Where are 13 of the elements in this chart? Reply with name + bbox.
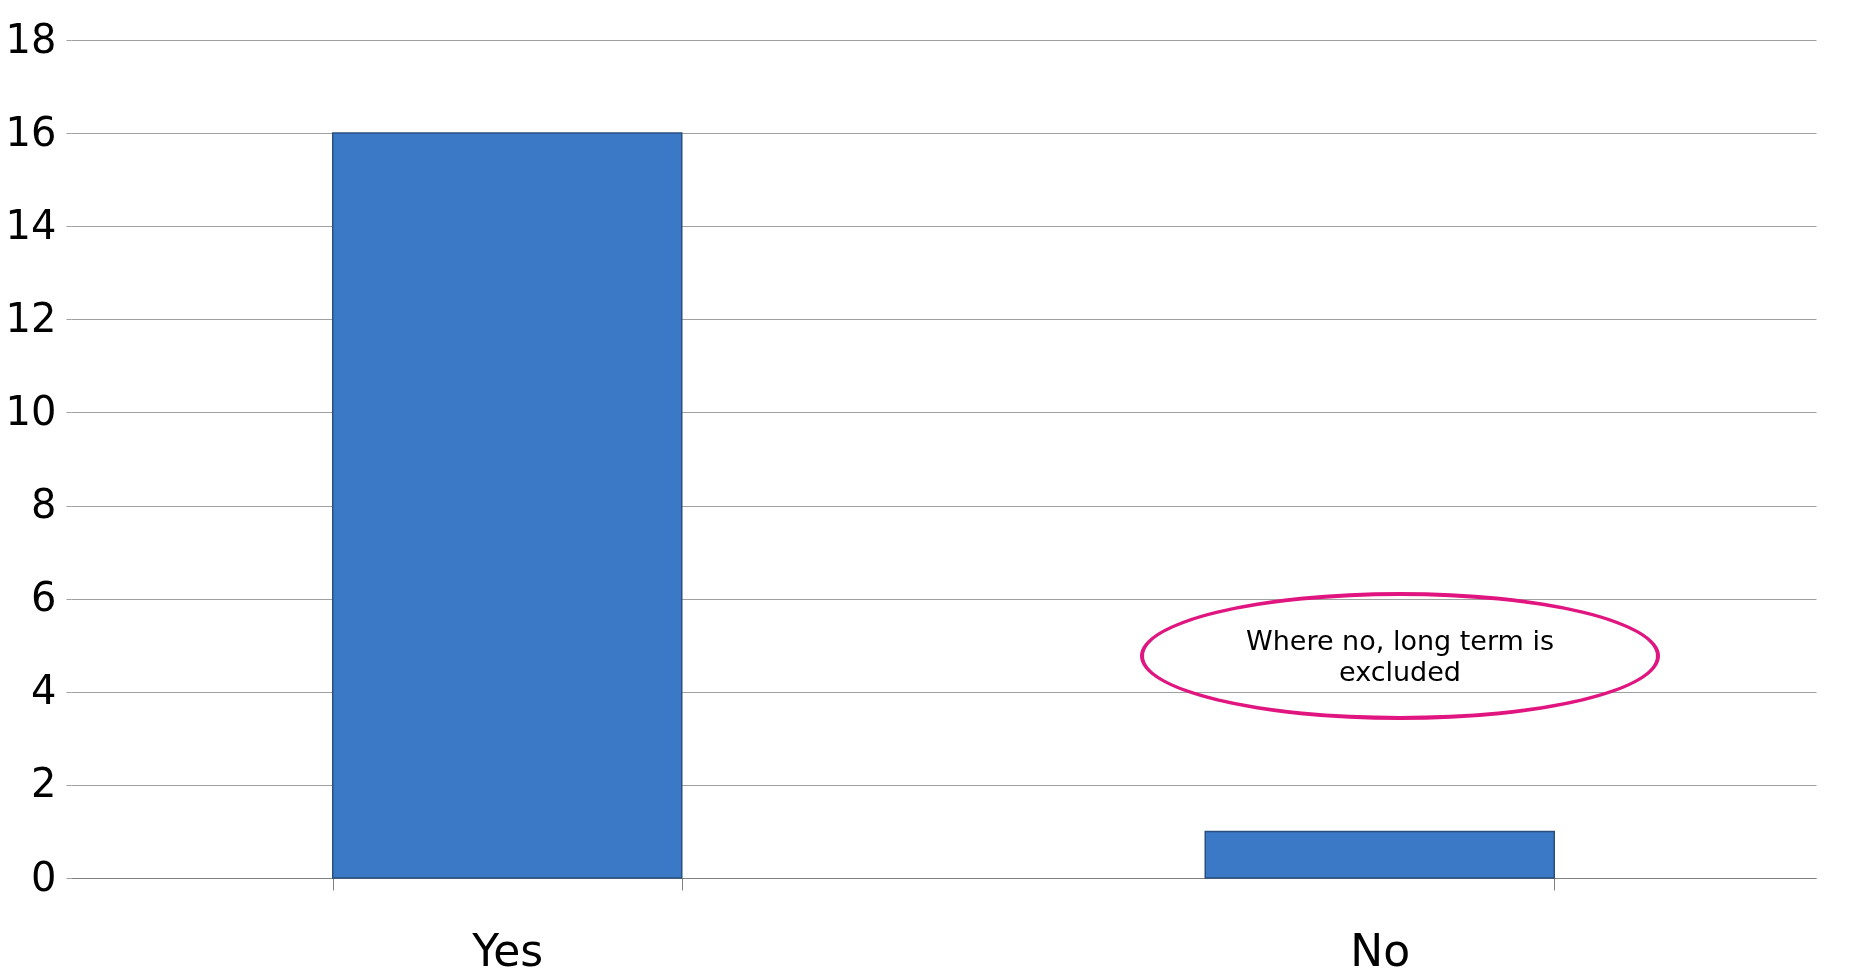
y-tick-label: 2 [31,760,57,807]
y-tick-label: 4 [31,667,57,714]
y-tick-label: 8 [31,481,57,528]
y-tick-label: 12 [5,294,57,341]
x-tick-label: No [1350,924,1411,969]
y-tick-label: 14 [5,201,57,248]
y-tick-label: 16 [5,108,57,155]
y-tick-label: 6 [31,574,57,621]
y-tick-label: 10 [5,387,57,434]
y-tick-label: 18 [5,15,57,62]
ellipse-outline: Where no, long term is excluded [1140,592,1660,720]
y-tick-label: 0 [31,853,57,900]
x-tick-label: Yes [471,924,544,969]
